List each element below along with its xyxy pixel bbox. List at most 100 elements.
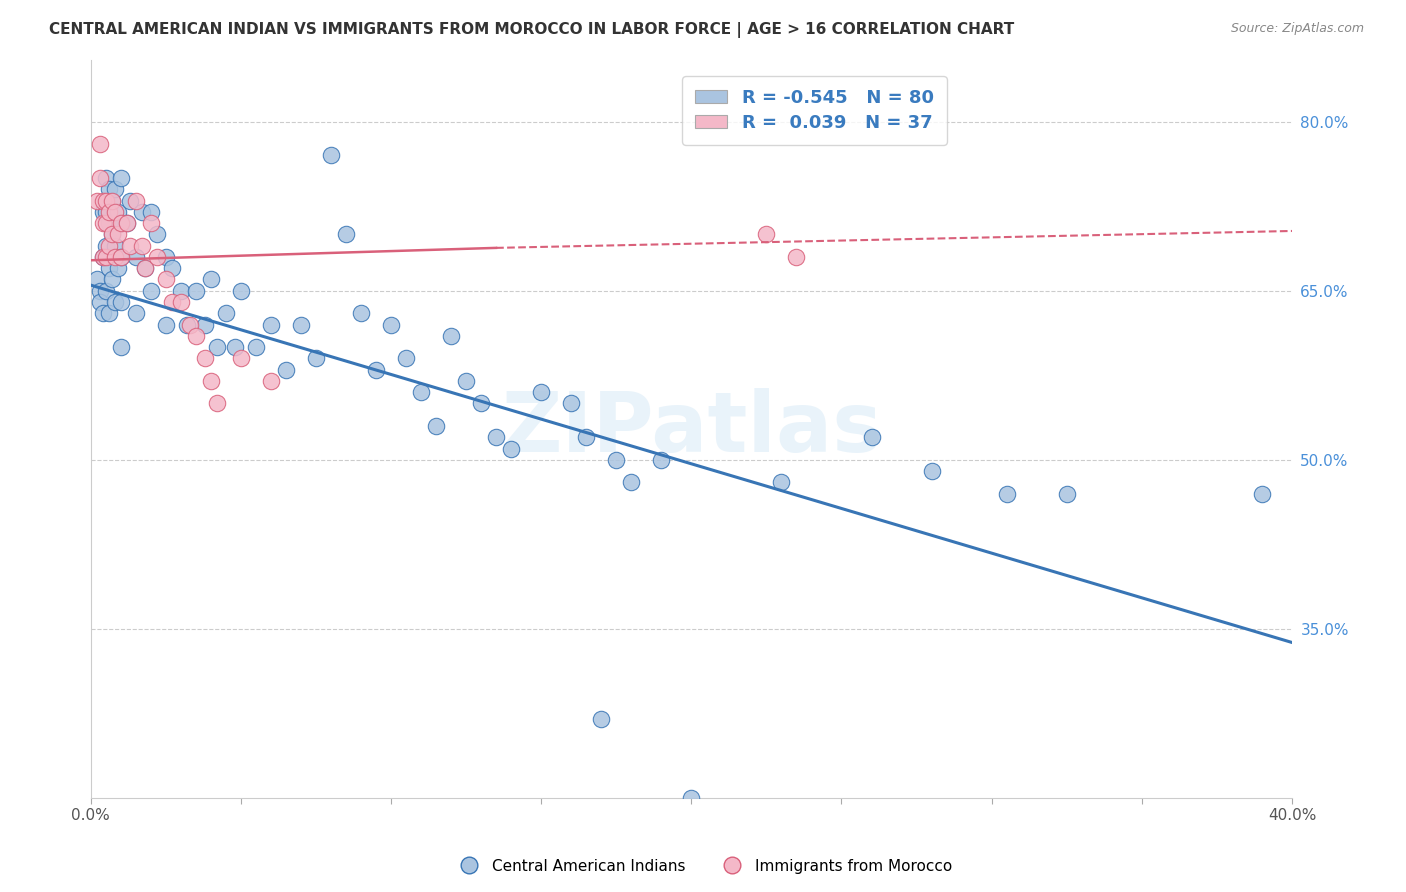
Point [110, 216, 132, 230]
Point [104, 182, 127, 196]
Point [139, 216, 162, 230]
Point [530, 385, 553, 400]
Point [205, 340, 228, 354]
Point [409, 385, 432, 400]
Point [134, 261, 156, 276]
Point [501, 442, 523, 456]
Point [770, 475, 793, 490]
Point [995, 486, 1018, 500]
Point [290, 318, 312, 332]
Point [425, 419, 447, 434]
Point [97, 204, 120, 219]
Point [100, 194, 122, 208]
Point [620, 475, 643, 490]
Point [124, 194, 146, 208]
Point [200, 374, 222, 388]
Point [245, 340, 267, 354]
Legend: Central American Indians, Immigrants from Morocco: Central American Indians, Immigrants fro… [449, 853, 957, 880]
Point [107, 204, 129, 219]
Point [94, 238, 117, 252]
Point [100, 227, 122, 242]
Point [89, 295, 111, 310]
Point [155, 272, 177, 286]
Point [110, 250, 132, 264]
Point [591, 712, 613, 726]
Point [350, 306, 373, 320]
Point [380, 318, 402, 332]
Point [110, 250, 132, 264]
Point [395, 351, 418, 366]
Point [86, 272, 108, 286]
Point [110, 295, 132, 310]
Point [200, 272, 222, 286]
Point [179, 318, 201, 332]
Point [94, 216, 117, 230]
Point [176, 318, 198, 332]
Point [145, 227, 167, 242]
Point [260, 374, 283, 388]
Point [91, 216, 114, 230]
Legend: R = -0.545   N = 80, R =  0.039   N = 37: R = -0.545 N = 80, R = 0.039 N = 37 [682, 76, 946, 145]
Point [205, 396, 228, 410]
Text: ZIPatlas: ZIPatlas [501, 388, 882, 469]
Point [160, 261, 183, 276]
Point [170, 295, 193, 310]
Point [104, 238, 127, 252]
Point [89, 137, 111, 152]
Point [184, 328, 207, 343]
Point [97, 182, 120, 196]
Point [170, 284, 193, 298]
Text: CENTRAL AMERICAN INDIAN VS IMMIGRANTS FROM MOROCCO IN LABOR FORCE | AGE > 16 COR: CENTRAL AMERICAN INDIAN VS IMMIGRANTS FR… [49, 22, 1015, 38]
Point [155, 318, 177, 332]
Point [681, 791, 703, 805]
Point [605, 453, 627, 467]
Point [91, 250, 114, 264]
Point [107, 227, 129, 242]
Point [94, 194, 117, 208]
Point [229, 351, 252, 366]
Point [110, 171, 132, 186]
Point [104, 204, 127, 219]
Point [454, 374, 477, 388]
Point [115, 216, 138, 230]
Point [110, 340, 132, 354]
Point [91, 306, 114, 320]
Point [89, 284, 111, 298]
Point [124, 250, 146, 264]
Point [100, 272, 122, 286]
Point [94, 250, 117, 264]
Point [160, 295, 183, 310]
Point [1251, 486, 1274, 500]
Point [440, 328, 463, 343]
Point [100, 194, 122, 208]
Point [194, 351, 217, 366]
Point [335, 227, 357, 242]
Point [755, 227, 778, 242]
Point [155, 250, 177, 264]
Point [118, 238, 141, 252]
Point [131, 204, 153, 219]
Point [560, 396, 582, 410]
Point [97, 306, 120, 320]
Point [215, 306, 238, 320]
Point [91, 204, 114, 219]
Point [194, 318, 217, 332]
Point [319, 148, 342, 162]
Point [229, 284, 252, 298]
Point [785, 250, 807, 264]
Point [139, 284, 162, 298]
Point [104, 250, 127, 264]
Point [107, 261, 129, 276]
Point [97, 216, 120, 230]
Point [94, 171, 117, 186]
Point [89, 171, 111, 186]
Point [94, 204, 117, 219]
Point [364, 362, 387, 376]
Point [97, 261, 120, 276]
Point [134, 261, 156, 276]
Point [115, 216, 138, 230]
Point [104, 295, 127, 310]
Point [97, 238, 120, 252]
Point [260, 318, 283, 332]
Point [124, 306, 146, 320]
